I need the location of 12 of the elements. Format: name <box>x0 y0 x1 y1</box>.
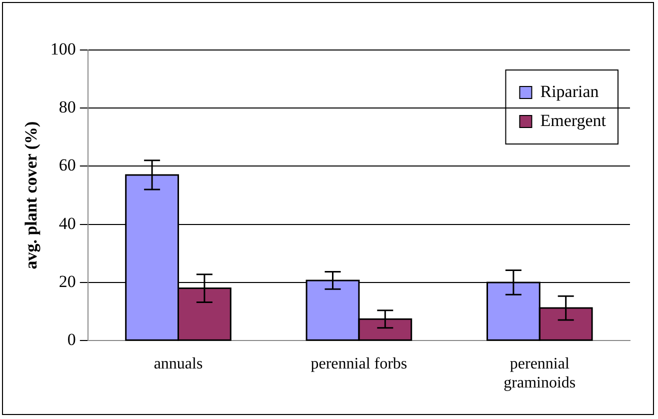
x-tick-label: perennial graminoids <box>504 355 576 392</box>
y-tick-label: 60 <box>58 156 76 175</box>
y-axis-title: avg. plant cover (%) <box>22 121 41 270</box>
y-tick-label: 100 <box>50 39 76 58</box>
legend-label: Riparian <box>540 82 600 101</box>
y-tick-label: 0 <box>67 330 76 350</box>
x-tick-label: annuals <box>154 355 203 372</box>
y-tick-label: 40 <box>58 214 76 233</box>
y-tick-label: 20 <box>58 272 76 291</box>
x-tick-label: perennial forbs <box>310 355 408 372</box>
legend-label: Emergent <box>540 110 606 130</box>
y-tick-label: 80 <box>58 98 76 117</box>
